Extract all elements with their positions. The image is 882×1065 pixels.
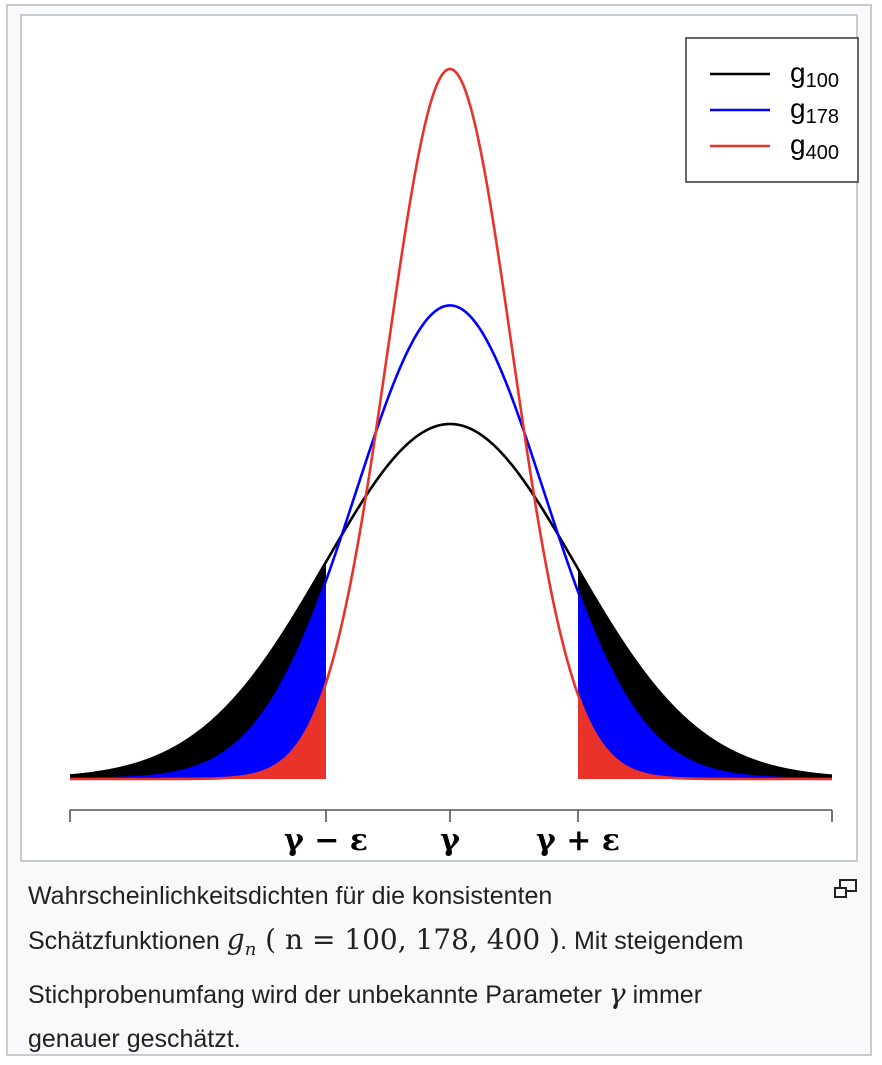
density-curves [69, 67, 833, 781]
x-tick-label-2: γ + ε [536, 823, 620, 858]
x-axis: γ − ε γ γ + ε [69, 809, 833, 858]
curve-g100 [69, 422, 833, 777]
caption-text-3: . Mit steigendem [560, 927, 744, 955]
tail-fill-g400-left [70, 682, 326, 779]
caption-text-6: genauer geschätzt. [28, 1025, 241, 1053]
figure-image[interactable]: γ − ε γ γ + ε g100 g178 g400 [20, 14, 859, 862]
magnify-icon[interactable] [832, 878, 860, 900]
tail-fill-g400-right [578, 694, 832, 779]
x-tick-label-0: γ − ε [284, 823, 368, 858]
caption-math-g: g [226, 923, 245, 956]
curve-g178 [69, 304, 833, 781]
figure-caption: Wahrscheinlichkeitsdichten für die konsi… [28, 874, 798, 1061]
tail-fill-g178-right [578, 591, 832, 779]
curve-g400 [70, 67, 832, 781]
tail-fills [70, 561, 832, 779]
legend-label-g400: g400 [790, 129, 839, 164]
caption-text-5: immer [625, 981, 703, 1009]
legend-label-g100: g100 [790, 57, 839, 92]
caption-text-4: Stichprobenumfang wird der unbekannte Pa… [28, 981, 609, 1009]
legend-label-g178: g178 [790, 93, 839, 128]
caption-math-paren: ( n = 100, 178, 400 ) [256, 923, 561, 956]
caption-math-n: n [244, 939, 257, 960]
figure-thumbnail: γ − ε γ γ + ε g100 g178 g400 Wahrscheinlichk… [6, 4, 872, 1056]
x-tick-label-1: γ [440, 823, 460, 858]
caption-text-2: Schätzfunktionen [28, 927, 227, 955]
caption-math-gamma: γ [608, 977, 626, 1010]
tail-fill-g178-left [70, 580, 326, 779]
caption-text-1: Wahrscheinlichkeitsdichten für die konsi… [28, 882, 553, 910]
